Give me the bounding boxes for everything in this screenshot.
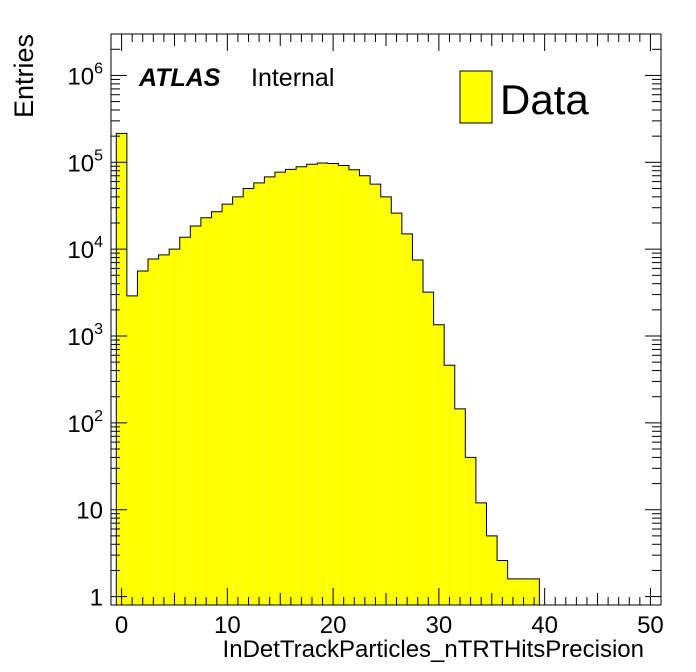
legend-swatch	[459, 70, 493, 124]
x-tick-label: 30	[426, 612, 453, 639]
atlas-status-label: Internal	[251, 64, 334, 92]
histogram-bar	[137, 271, 149, 605]
histogram-bar	[348, 169, 360, 605]
histogram-bar	[465, 457, 476, 605]
histogram-bar	[243, 188, 254, 606]
histogram-bar	[169, 249, 180, 605]
histogram-bar	[401, 233, 413, 605]
x-tick-label: 50	[637, 612, 664, 639]
histogram-bar	[148, 259, 159, 605]
y-tick-label: 103	[67, 321, 103, 351]
histogram-bar	[126, 295, 138, 605]
histogram-bars	[115, 132, 540, 606]
histogram-bar	[116, 133, 127, 606]
histogram-bar	[475, 502, 487, 605]
histogram-outline	[115, 132, 540, 605]
histogram-bar	[486, 535, 498, 605]
histogram-bar	[264, 176, 275, 605]
histogram-bar	[444, 365, 455, 605]
histogram-bar	[158, 254, 170, 605]
x-axis-title: InDetTrackParticles_nTRTHitsPrecision	[223, 636, 644, 663]
y-tick-label: 106	[67, 60, 103, 90]
x-tick-label: 40	[531, 612, 558, 639]
histogram-bar	[274, 172, 286, 606]
y-tick-label: 104	[67, 234, 103, 264]
y-tick-label: 10	[76, 498, 103, 525]
histogram-bar	[306, 164, 318, 605]
histogram-bar	[380, 196, 392, 606]
histogram-bar	[253, 182, 265, 606]
atlas-label: ATLAS	[138, 64, 221, 92]
histogram-bar	[190, 225, 201, 605]
histogram-bar	[338, 165, 349, 605]
histogram-bar	[359, 175, 371, 605]
y-tick-label: 102	[67, 408, 103, 438]
legend-label: Data	[500, 76, 589, 123]
histogram-bar	[433, 324, 445, 605]
histogram-bar	[232, 196, 244, 606]
histogram-bar	[317, 163, 328, 606]
histogram-bar	[423, 292, 434, 605]
histogram-bar	[518, 578, 529, 605]
histogram-bar	[412, 260, 424, 605]
histogram-bar	[497, 560, 508, 605]
x-axis-ticks: 0 10 20 30 40 50	[115, 34, 664, 639]
histogram-bar	[391, 213, 402, 605]
legend: Data	[459, 70, 589, 124]
histogram-bar	[507, 578, 519, 605]
y-tick-label: 1	[90, 585, 103, 612]
x-tick-label: 10	[214, 612, 241, 639]
histogram-bar	[222, 204, 233, 605]
y-axis-title: Entries	[9, 34, 39, 118]
x-tick-label: 0	[115, 612, 128, 639]
y-axis-ticks: 1 10 102 103 104 105 106	[67, 33, 661, 612]
histogram-bar	[370, 184, 381, 605]
y-tick-label: 105	[67, 147, 103, 177]
histogram-bar	[327, 163, 339, 605]
histogram-bar	[179, 237, 191, 605]
histogram-bar	[528, 578, 540, 605]
histogram-bar	[200, 217, 212, 606]
histogram-bar	[296, 166, 307, 605]
histogram-bar	[211, 211, 223, 605]
x-tick-label: 20	[320, 612, 347, 639]
histogram-bar	[285, 169, 297, 606]
histogram-bar	[454, 408, 466, 605]
